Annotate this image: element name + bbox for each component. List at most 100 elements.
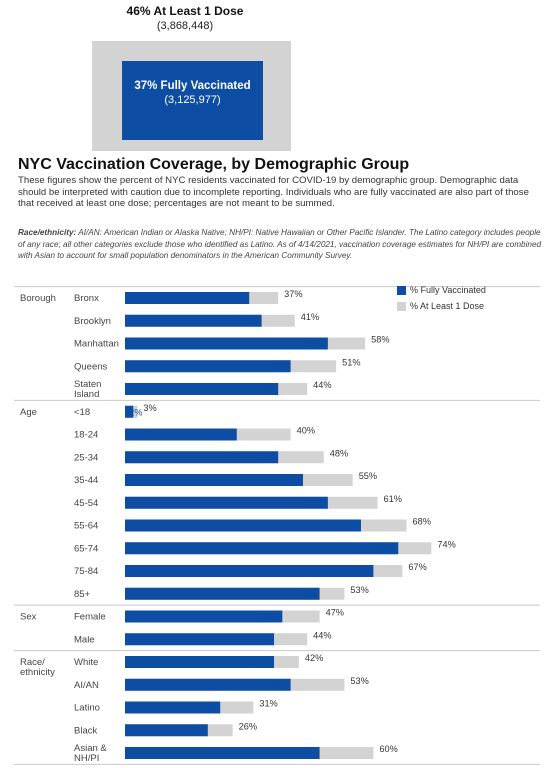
value-label-fully: 47% [297, 589, 315, 599]
value-label-one-dose: 55% [359, 471, 377, 481]
value-label-fully: 2% [129, 407, 142, 417]
race-ethnicity-note: Race/ethnicity: AI/AN: American Indian o… [18, 227, 542, 262]
row-label: 85+ [74, 589, 91, 600]
bar-fully-vaccinated [125, 747, 320, 759]
value-label-one-dose: 41% [301, 312, 319, 322]
value-label-one-dose: 42% [305, 653, 323, 663]
row-label: Black [74, 725, 97, 736]
fully-vaccinated-box: 37% Fully Vaccinated (3,125,977) [122, 61, 263, 140]
bar-fully-vaccinated [125, 314, 262, 327]
group-label: Race/ethnicity [20, 657, 55, 678]
row-label: Staten Island [74, 379, 101, 400]
row-label: Brooklyn [74, 316, 111, 327]
value-label-one-dose: 68% [413, 517, 431, 527]
row-label: Latino [74, 703, 100, 714]
bar-fully-vaccinated [125, 610, 283, 623]
row-label: White [74, 657, 98, 668]
value-label-one-dose: 47% [326, 608, 344, 618]
row-label: 18-24 [74, 430, 98, 441]
bar-fully-vaccinated [125, 428, 237, 441]
row-label: 25-34 [74, 452, 98, 463]
legend-label-fully: % Fully Vaccinated [410, 285, 486, 295]
row-label: Female [74, 612, 106, 623]
value-label-fully: 30% [227, 294, 245, 304]
value-label-fully: 27% [214, 430, 232, 440]
legend-swatch-one-dose [397, 302, 406, 311]
value-label-fully: 66% [376, 544, 394, 554]
bar-fully-vaccinated [125, 542, 399, 555]
row-label: 75-84 [74, 566, 98, 577]
legend-swatch-fully [397, 286, 406, 295]
legend-item-one-dose: % At Least 1 Dose [397, 301, 486, 314]
bar-fully-vaccinated [125, 405, 134, 418]
row-label: 55-64 [74, 521, 98, 532]
bar-fully-vaccinated [125, 519, 361, 532]
value-label-one-dose: 48% [330, 448, 348, 458]
value-label-one-dose: 26% [239, 721, 257, 731]
note-text: AI/AN: American Indian or Alaska Native;… [18, 228, 542, 260]
value-label-one-dose: 61% [384, 494, 402, 504]
fully-vaccinated-label: 37% Fully Vaccinated [134, 80, 251, 92]
value-label-fully: 47% [297, 749, 315, 759]
bar-fully-vaccinated [125, 587, 320, 600]
bar-fully-vaccinated [125, 565, 374, 577]
row-label: 45-54 [74, 498, 98, 509]
bar-fully-vaccinated [125, 701, 221, 714]
value-label-fully: 40% [268, 362, 286, 372]
value-label-one-dose: 37% [284, 289, 302, 299]
value-label-fully: 49% [305, 498, 323, 508]
chart-description: These figures show the percent of NYC re… [18, 175, 529, 210]
bar-fully-vaccinated [125, 383, 279, 395]
value-label-fully: 40% [268, 680, 286, 690]
value-label-one-dose: 67% [408, 562, 426, 572]
summary-at-least-one-label: 46% At Least 1 Dose [126, 4, 244, 18]
value-label-fully: 60% [351, 567, 369, 577]
row-label: Male [74, 634, 95, 645]
group-label: Age [20, 407, 37, 418]
row-label: 35-44 [74, 475, 98, 486]
value-label-fully: 20% [185, 726, 203, 736]
group-label: Sex [20, 612, 37, 623]
bar-fully-vaccinated [125, 474, 304, 486]
value-label-one-dose: 31% [259, 699, 277, 709]
value-label-one-dose: 58% [371, 335, 389, 345]
value-label-fully: 38% [260, 612, 278, 622]
value-label-fully: 37% [256, 385, 274, 395]
summary-at-least-one-count: (3,868,448) [156, 20, 214, 32]
value-label-fully: 36% [252, 635, 270, 645]
bar-fully-vaccinated [125, 633, 275, 646]
bar-fully-vaccinated [125, 724, 208, 737]
bar-fully-vaccinated [125, 292, 250, 304]
value-label-fully: 33% [239, 316, 257, 326]
row-label: Manhattan [74, 339, 119, 350]
bar-fully-vaccinated [125, 360, 291, 373]
value-label-fully: 23% [198, 703, 216, 713]
group-label: Borough [20, 293, 56, 304]
row-label: Queens [74, 361, 108, 372]
value-label-fully: 36% [252, 658, 270, 668]
row-label: Bronx [74, 293, 99, 304]
value-label-one-dose: 53% [350, 585, 368, 595]
value-label-one-dose: 3% [143, 403, 156, 413]
value-label-fully: 37% [256, 453, 274, 463]
bar-fully-vaccinated [125, 451, 279, 464]
chart-title: NYC Vaccination Coverage, by Demographic… [18, 156, 410, 173]
bar-fully-vaccinated [125, 337, 328, 350]
legend-label-one-dose: % At Least 1 Dose [410, 301, 485, 311]
row-label: AI/AN [74, 680, 99, 691]
value-label-fully: 57% [339, 521, 357, 531]
bar-fully-vaccinated [125, 496, 328, 509]
fully-vaccinated-count: (3,125,977) [164, 94, 221, 106]
legend-item-fully: % Fully Vaccinated [397, 285, 486, 298]
value-label-fully: 43% [281, 476, 299, 486]
value-label-one-dose: 53% [350, 676, 368, 686]
value-label-one-dose: 51% [342, 357, 360, 367]
value-label-one-dose: 44% [313, 380, 331, 390]
row-label: Asian & NH/PI [74, 743, 107, 764]
row-label: <18 [74, 407, 90, 418]
value-label-one-dose: 74% [437, 539, 455, 549]
value-label-fully: 49% [305, 339, 323, 349]
value-label-one-dose: 60% [379, 744, 397, 754]
bar-fully-vaccinated [125, 656, 275, 668]
